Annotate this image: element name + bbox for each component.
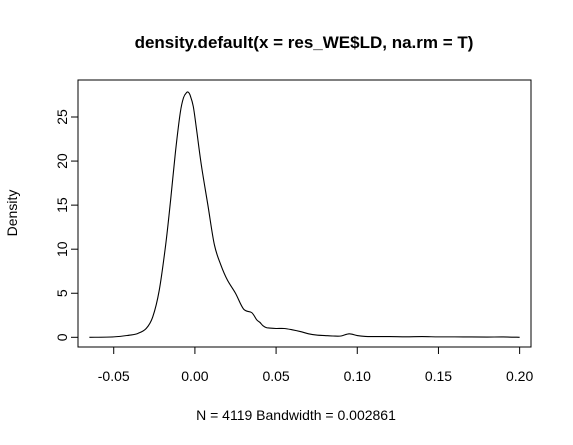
y-tick-label: 25 — [54, 109, 70, 125]
y-axis: 0 5 10 15 20 25 — [54, 109, 79, 341]
y-tick-label: 10 — [54, 241, 70, 257]
x-tick-label: -0.05 — [98, 368, 130, 384]
x-tick-label: 0.10 — [344, 368, 371, 384]
x-axis-label: N = 4119 Bandwidth = 0.002861 — [196, 407, 396, 423]
density-curve — [89, 91, 520, 338]
y-tick-label: 15 — [54, 197, 70, 213]
x-tick-label: 0.15 — [425, 368, 452, 384]
y-tick-label: 0 — [54, 333, 70, 341]
plot-frame — [77, 79, 532, 348]
x-tick-label: 0.05 — [262, 368, 289, 384]
y-tick-label: 20 — [54, 153, 70, 169]
x-tick-label: 0.00 — [181, 368, 208, 384]
x-axis: -0.05 0.00 0.05 0.10 0.15 0.20 — [98, 346, 533, 384]
x-tick-label: 0.20 — [506, 368, 533, 384]
y-tick-label: 5 — [54, 289, 70, 297]
chart-title: density.default(x = res_WE$LD, na.rm = T… — [135, 33, 474, 52]
y-axis-label: Density — [4, 190, 20, 237]
